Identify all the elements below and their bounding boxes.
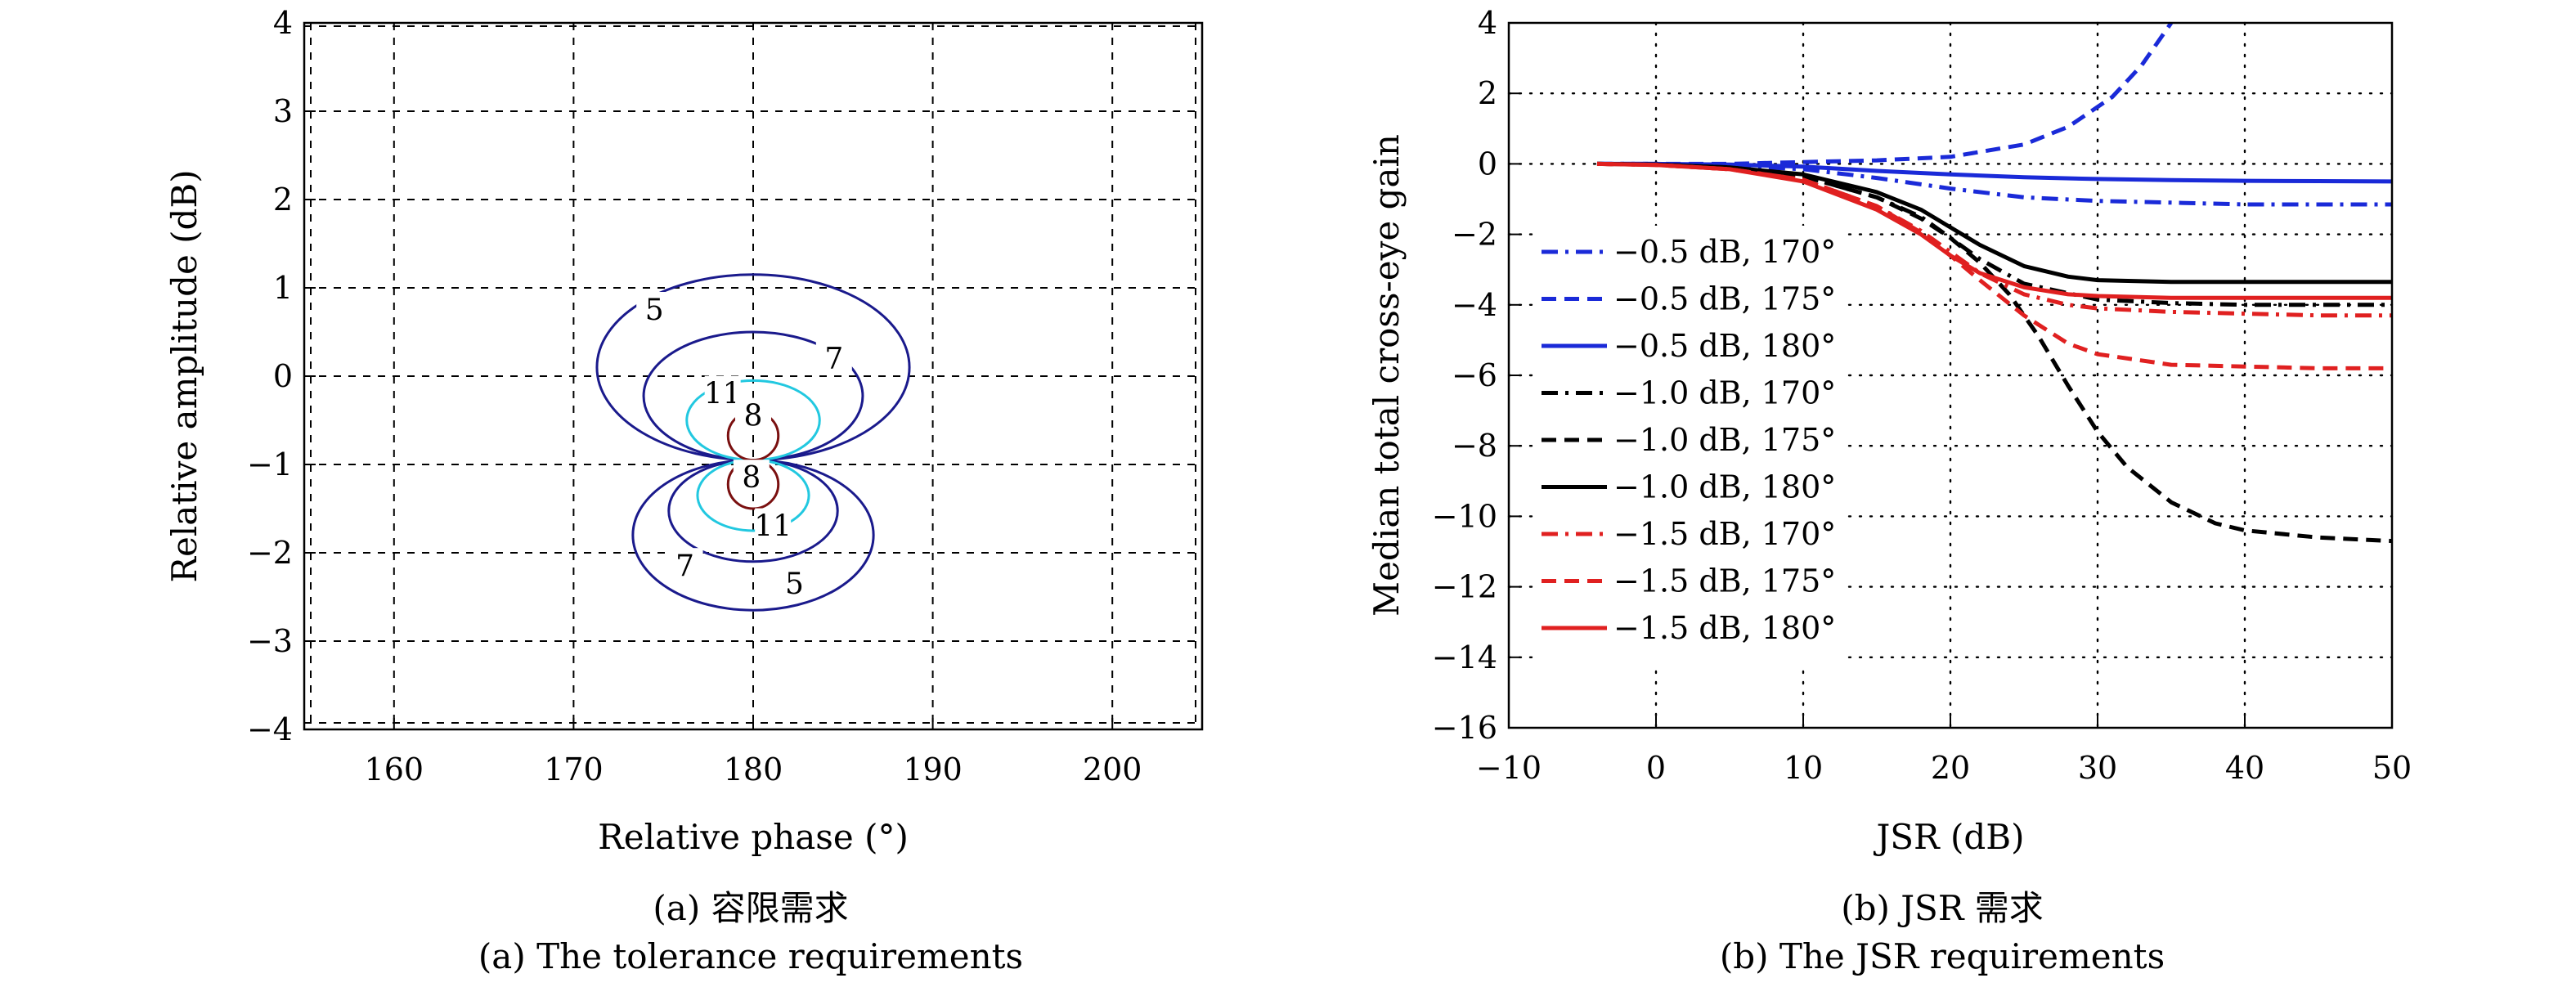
- panel-a-y-tick-2: 2: [273, 182, 293, 218]
- panel-b-x-tick-3: 20: [1931, 750, 1970, 786]
- contour-label-4: 8: [742, 461, 761, 495]
- panel-b-y-tick-9: −14: [1432, 639, 1497, 675]
- contour-label-bg-3: [735, 397, 771, 431]
- contour-label-bg-4: [733, 460, 770, 493]
- contour-label-bg-7: [776, 565, 813, 599]
- panel-b-y-tick-2: 0: [1478, 146, 1497, 182]
- panel-a-x-tick-4: 200: [1083, 751, 1142, 787]
- contour-label-5: 11: [754, 510, 792, 544]
- panel-b-x-tick-1: 0: [1646, 750, 1666, 786]
- series-line-5: [1596, 161, 2392, 285]
- panel-a-x-tick-3: 190: [903, 751, 963, 787]
- legend-label-3: −1.0 dB, 170°: [1613, 375, 1836, 411]
- panel-b-x-tick-6: 50: [2372, 750, 2412, 786]
- panel-b-y-tick-10: −16: [1432, 710, 1497, 746]
- panel-a-grid: [304, 22, 1202, 730]
- contour-label-bg-1: [815, 340, 852, 374]
- panel-a-x-axis-label: Relative phase (°): [598, 817, 909, 857]
- panel-a-x-ticks: 160 170 180 190 200: [365, 718, 1142, 787]
- panel-a-y-tick-3: 1: [273, 270, 293, 306]
- legend-label-1: −0.5 dB, 175°: [1613, 281, 1836, 317]
- panel-b-x-tick-4: 30: [2078, 750, 2117, 786]
- panel-b-legend: −0.5 dB, 170° −0.5 dB, 175° −0.5 dB, 180° −…: [1535, 226, 1842, 664]
- legend-label-4: −1.0 dB, 175°: [1613, 422, 1836, 458]
- panel-b-x-tick-2: 10: [1784, 750, 1823, 786]
- legend-label-2: −0.5 dB, 180°: [1613, 328, 1836, 364]
- panel-a-y-tick-0: 4: [273, 5, 293, 41]
- panel-a-y-tick-5: −1: [247, 446, 293, 482]
- panel-b-y-tick-8: −12: [1432, 569, 1497, 605]
- panel-b-x-axis-label: JSR (dB): [1873, 817, 2024, 857]
- panel-b-y-tick-5: −6: [1452, 357, 1497, 393]
- contour-label-2: 11: [704, 378, 742, 411]
- legend-label-0: −0.5 dB, 170°: [1613, 234, 1836, 270]
- panel-b-grid: [1507, 21, 2394, 729]
- panel-a-y-ticks: 4 3 2 1 0 −1 −2 −3 −4: [247, 5, 316, 747]
- panel-a-y-tick-4: 0: [273, 358, 293, 394]
- series-line-8: [1596, 161, 2392, 300]
- panel-b-x-tick-5: 40: [2225, 750, 2264, 786]
- panel-b-y-tick-6: −8: [1452, 428, 1497, 464]
- panel-b-x-tick-0: −10: [1476, 750, 1542, 786]
- panel-a-x-tick-2: 180: [724, 751, 783, 787]
- contour-label-3: 8: [744, 400, 763, 433]
- legend-label-6: −1.5 dB, 170°: [1613, 516, 1836, 552]
- panel-b-y-tick-3: −2: [1452, 217, 1497, 253]
- panel-b-y-tick-4: −4: [1452, 287, 1497, 323]
- contour-label-0: 5: [645, 294, 664, 327]
- panel-b-y-tick-0: 4: [1478, 5, 1497, 41]
- contour-label-1: 7: [824, 342, 843, 375]
- panel-b-jsr: −10 0 10 20 30 40 50 420−2−4−6−8−10−12−14−16 −…: [1367, 5, 2412, 976]
- panel-b-y-tick-1: 2: [1478, 75, 1497, 111]
- contour-label-bg-2: [704, 375, 741, 409]
- panel-a-y-tick-1: 3: [273, 93, 293, 129]
- series-line-6: [1596, 161, 2392, 318]
- panel-a-x-tick-1: 170: [544, 751, 604, 787]
- panel-a-y-tick-6: −2: [247, 535, 293, 571]
- panel-a-x-tick-0: 160: [365, 751, 424, 787]
- legend-label-7: −1.5 dB, 175°: [1613, 563, 1836, 599]
- contour-label-bg-0: [636, 292, 673, 325]
- contour-label-7: 5: [785, 568, 804, 601]
- legend-label-5: −1.0 dB, 180°: [1613, 469, 1836, 505]
- series-line-0: [1597, 161, 2392, 207]
- panel-a-caption-cn: (a) 容限需求: [653, 888, 848, 928]
- series-line-7: [1596, 161, 2392, 370]
- panel-b-y-axis-label: Median total cross-eye gain: [1367, 134, 1407, 617]
- legend-background: [1535, 226, 1842, 664]
- contour-label-bg-6: [666, 548, 703, 581]
- contour-label-6: 7: [675, 550, 694, 583]
- panel-a-caption-en: (a) The tolerance requirements: [478, 936, 1023, 976]
- series-line-2: [1597, 161, 2393, 184]
- panel-b-y-ticks: 4 2 0 −2 −4 −6 −8 −10 −12 −14 −16: [1432, 5, 1520, 746]
- panel-b-caption-cn: (b) JSR 需求: [1841, 888, 2044, 928]
- panel-b-x-ticks: −10 0 10 20 30 40 50: [1476, 716, 2412, 786]
- panel-a-y-tick-8: −4: [247, 711, 293, 747]
- panel-b-series-lines: [1596, 21, 2393, 544]
- panel-a-y-axis-label: Relative amplitude (dB): [164, 169, 204, 582]
- panel-b-caption-en: (b) The JSR requirements: [1720, 936, 2165, 976]
- contour-label-bg-5: [755, 508, 792, 541]
- legend-label-8: −1.5 dB, 180°: [1613, 610, 1836, 646]
- panel-a-y-tick-7: −3: [247, 623, 293, 659]
- panel-b-y-tick-7: −10: [1432, 498, 1497, 534]
- series-line-1: [1597, 21, 2174, 166]
